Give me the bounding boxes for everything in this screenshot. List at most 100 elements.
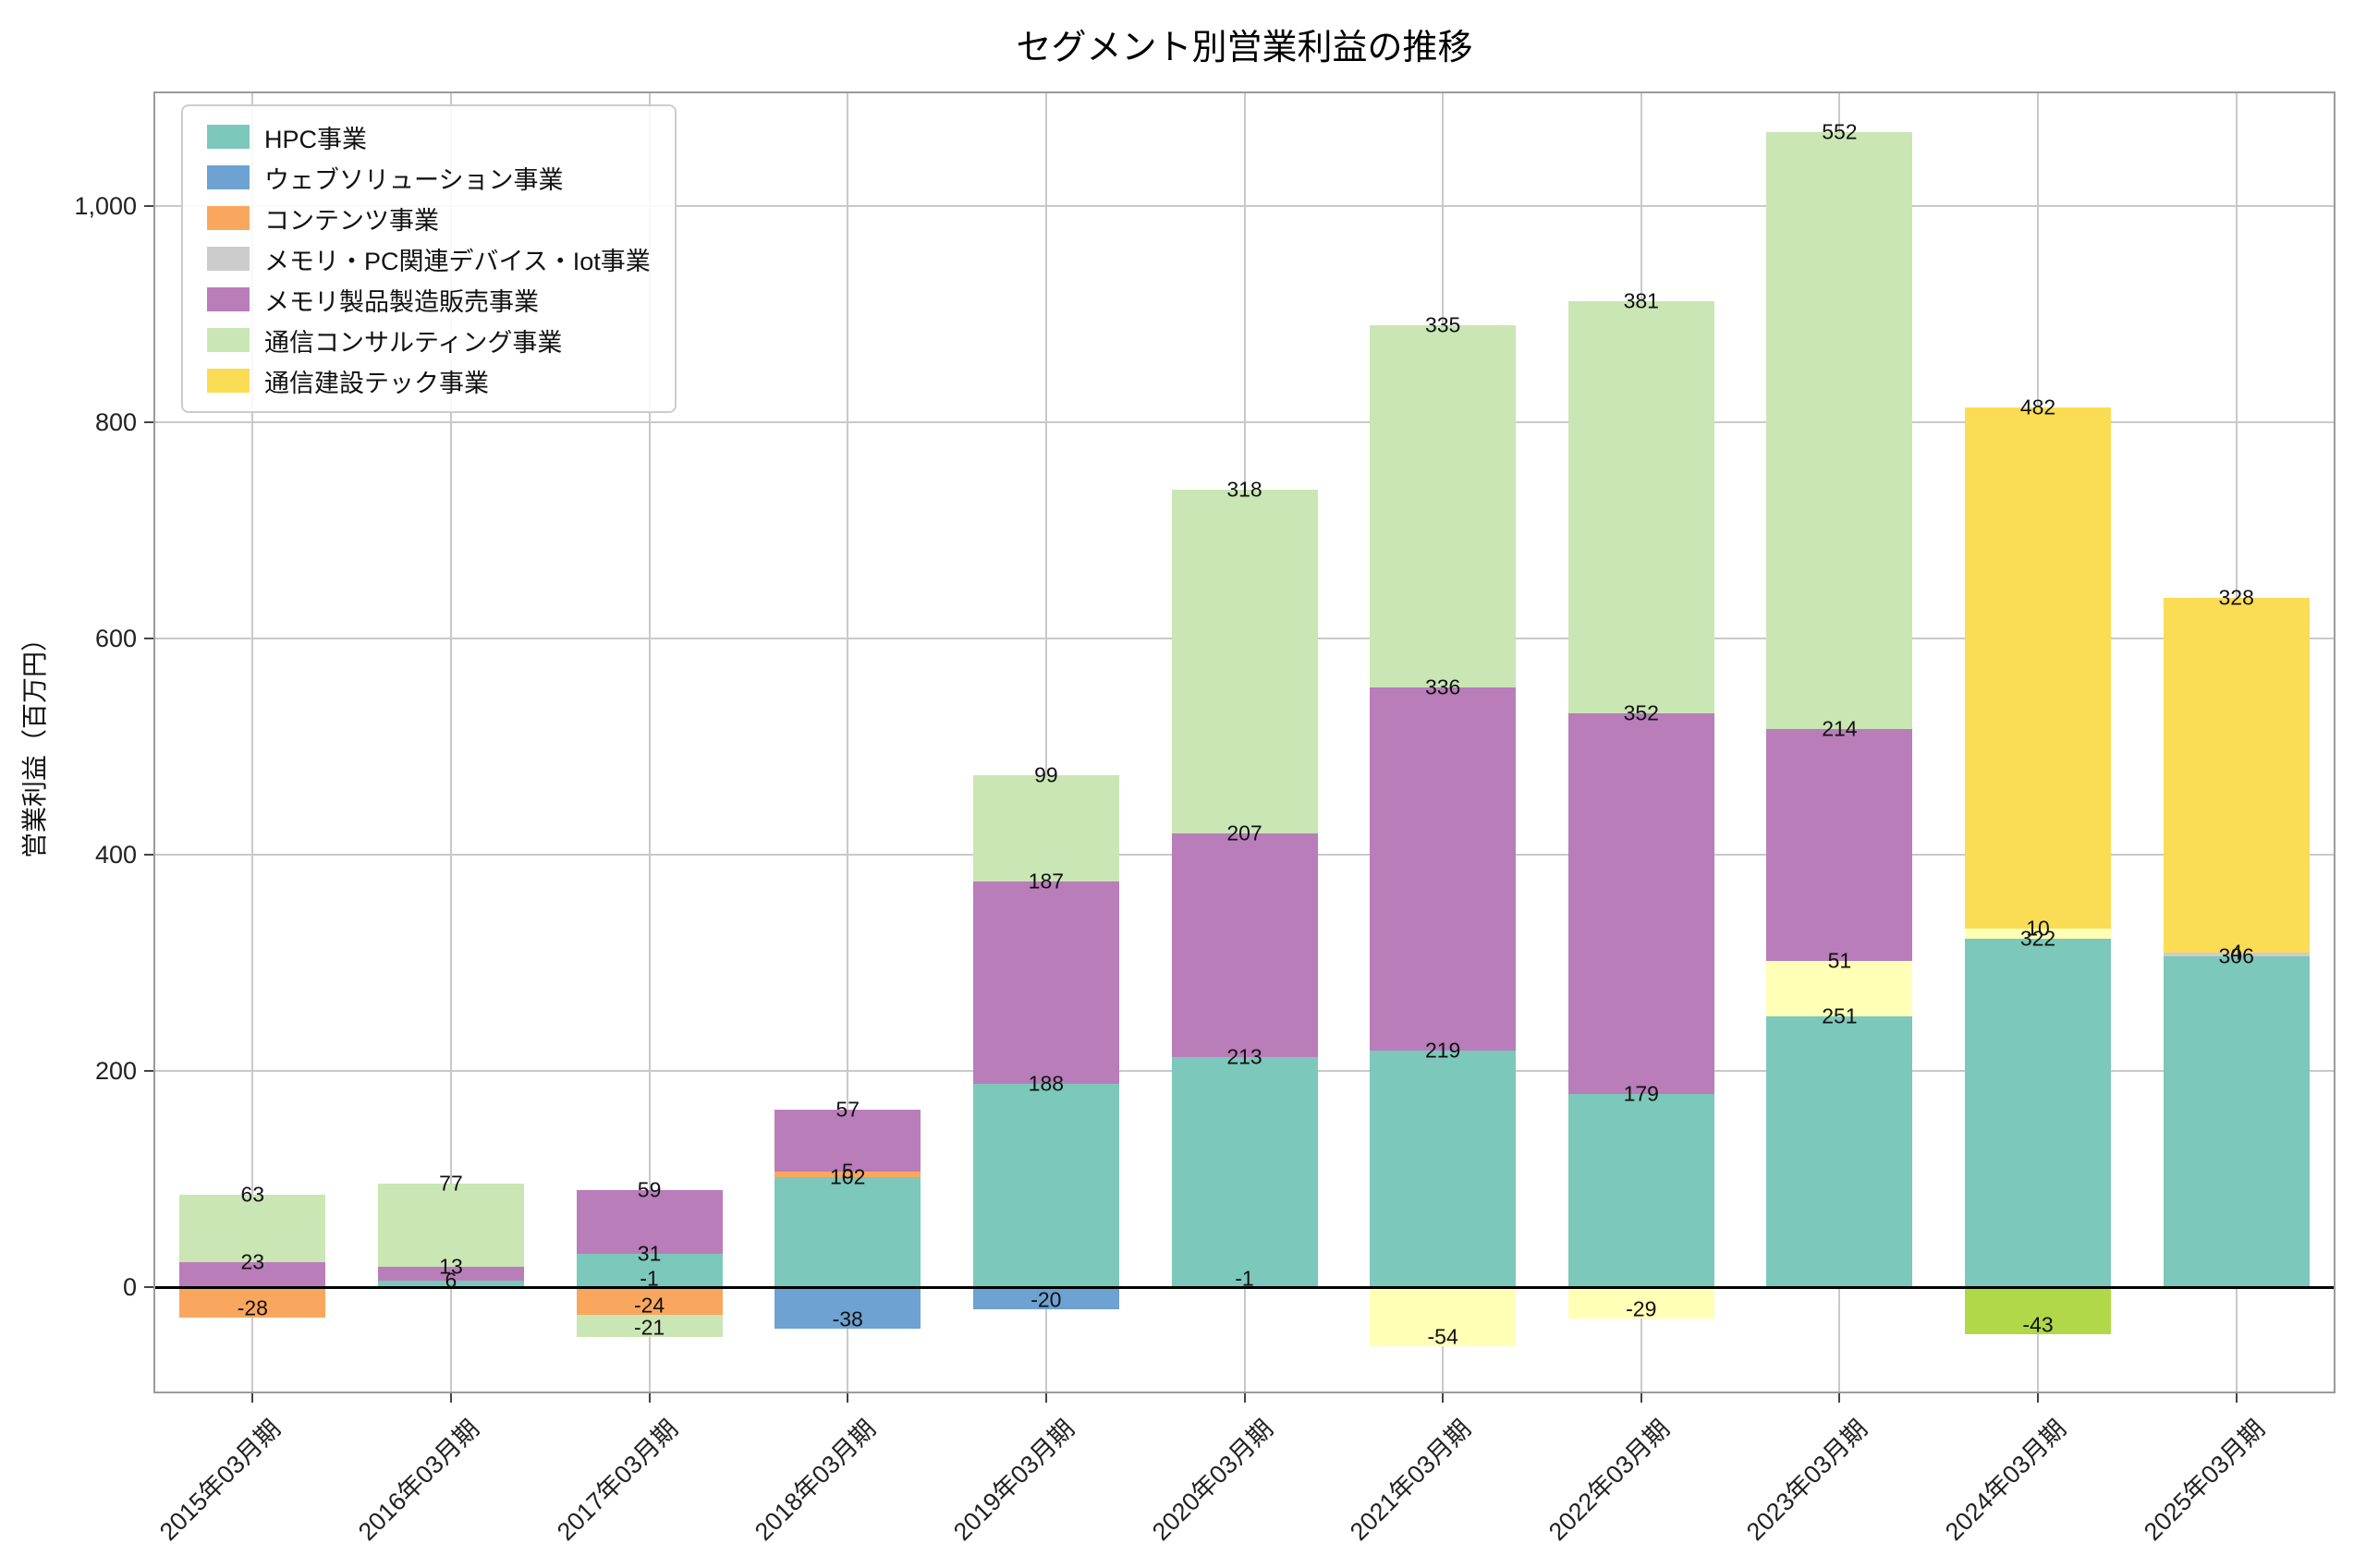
y-tick-mark [144,205,153,208]
gridline-vertical [648,91,651,1393]
bar-value-label: 187 [1028,869,1065,893]
bar-value-label: 482 [2019,395,2056,419]
bar-segment [1370,687,1517,1051]
bar-value-label: 352 [1623,700,1659,725]
gridline-vertical [1044,91,1047,1393]
bar-segment [774,1172,921,1177]
x-tick-label: 2018年03月期 [750,1414,882,1547]
bar-segment [1171,1057,1318,1288]
y-tick-label: 1,000 [74,192,137,221]
bar-value-label: 99 [1034,762,1058,787]
bar-segment [576,1288,723,1315]
bar-value-label: 10 [2026,916,2050,941]
bar-segment [972,774,1119,882]
legend-swatch [207,206,250,230]
x-tick-label: 2019年03月期 [947,1414,1080,1547]
bar-value-label: 6 [445,1268,457,1293]
bar-segment [1370,1287,1517,1346]
bar-value-label: -24 [633,1293,665,1318]
x-tick-label: 2020年03月期 [1146,1414,1278,1547]
bar-segment [179,1194,326,1263]
bar-value-label: 23 [240,1249,265,1274]
legend-swatch [207,328,250,352]
bar-segment [1766,1015,1913,1288]
legend-item: ウェブソリューション事業 [207,160,651,195]
bar-segment [1766,960,1913,1016]
legend-swatch [207,247,250,271]
legend-item: 通信コンサルティング事業 [207,322,651,358]
bar-value-label: 213 [1226,1044,1262,1069]
bar-segment [1171,489,1318,833]
bar-segment [576,1314,723,1338]
gridline-vertical [847,91,849,1393]
bar-value-label: 552 [1822,119,1858,144]
legend-swatch [207,369,250,393]
legend-item-label: 通信建設テック事業 [264,369,489,397]
bar-value-label: -1 [1235,1266,1254,1291]
bar-segment [377,1183,524,1268]
legend-item-label: コンテンツ事業 [264,206,439,235]
bar-value-label: -20 [1031,1287,1062,1312]
bar-segment [179,1262,326,1288]
bar-segment [1567,712,1714,1094]
bar-value-label: 4 [2230,940,2243,965]
legend-item: HPC事業 [207,119,651,154]
legend-item-label: ウェブソリューション事業 [264,165,564,194]
x-tick-mark [1243,1393,1246,1403]
bar-value-label: 251 [1822,1003,1858,1028]
legend-item-label: HPC事業 [264,125,368,153]
legend: HPC事業ウェブソリューション事業 コンテンツ事業メモリ・PC関連デバイス・Iot… [181,104,677,413]
chart-title: セグメント別営業利益の推移 [1016,29,1473,67]
bar-value-label: 31 [637,1241,662,1266]
x-tick-mark [251,1393,254,1403]
bar-value-label: -54 [1427,1324,1458,1348]
bar-value-label: 335 [1424,312,1461,337]
y-tick-mark [144,638,153,640]
bar-value-label: -21 [633,1315,665,1340]
x-tick-label: 2025年03月期 [2138,1414,2270,1547]
y-tick-label: 400 [94,841,137,869]
x-tick-mark [847,1393,849,1403]
bar-value-label: -43 [2022,1312,2054,1337]
bar-segment [1965,1287,2112,1334]
bar-value-label: -38 [832,1307,863,1331]
legend-item: コンテンツ事業 [207,201,651,236]
bar-segment [1370,1051,1517,1288]
x-tick-label: 2015年03月期 [154,1414,287,1547]
bar-value-label: 5 [841,1159,854,1184]
y-axis-label: 営業利益（百万円） [20,625,49,859]
legend-item-label: 通信コンサルティング事業 [264,328,563,357]
bar-segment [774,1287,921,1329]
x-tick-label: 2017年03月期 [551,1414,683,1547]
legend-item: メモリ・PC関連デバイス・Iot事業 [207,241,651,276]
x-tick-mark [1044,1393,1047,1403]
y-tick-mark [144,1286,153,1289]
bar-value-label: -1 [640,1266,659,1291]
legend-item-label: メモリ・PC関連デバイス・Iot事業 [264,247,651,275]
legend-item: メモリ製品製造販売事業 [207,282,651,317]
bar-segment [2163,956,2310,1288]
gridline-vertical [449,91,452,1393]
legend-swatch [207,125,250,149]
bar-value-label: 214 [1822,716,1858,741]
bar-value-label: 102 [830,1164,866,1189]
y-tick-label: 200 [94,1057,137,1086]
bar-value-label: 179 [1623,1081,1659,1106]
y-tick-mark [144,854,153,857]
zero-line [153,1285,2336,1289]
bar-value-label: 207 [1226,820,1262,845]
bar-segment [774,1110,921,1173]
bar-segment [1965,407,2112,929]
bar-segment [1567,301,1714,713]
y-tick-mark [144,1070,153,1073]
bar-segment [1766,729,1913,961]
bar-value-label: 63 [240,1182,265,1207]
bar-segment [1567,1287,1714,1319]
bar-segment [1766,132,1913,730]
bar-value-label: 306 [2218,943,2254,968]
y-tick-label: 800 [94,408,137,437]
x-tick-mark [1442,1393,1445,1403]
bar-segment [972,1287,1119,1309]
